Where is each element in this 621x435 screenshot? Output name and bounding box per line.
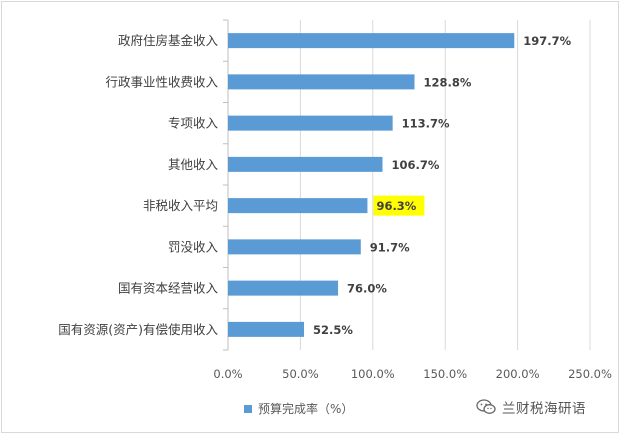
bar [228, 198, 368, 214]
bar [228, 115, 393, 131]
axes [223, 19, 229, 351]
bar [228, 280, 339, 296]
category-label: 国有资源(资产)有偿使用收入 [58, 322, 218, 337]
data-label: 113.7% [402, 117, 450, 131]
bar [228, 74, 415, 90]
legend: 预算完成率（%） [244, 400, 353, 417]
category-label: 专项收入 [168, 116, 219, 131]
x-tick-label: 0.0% [213, 367, 242, 381]
data-label: 96.3% [376, 199, 416, 213]
gridlines [299, 20, 591, 350]
category-label: 政府住房基金收入 [118, 33, 219, 48]
data-label-highlight [373, 195, 425, 216]
x-tick-label: 100.0% [351, 367, 395, 381]
wechat-icon [476, 399, 496, 414]
data-label: 128.8% [424, 75, 472, 89]
category-label: 行政事业性收费收入 [105, 74, 218, 89]
category-label: 罚没收入 [168, 239, 219, 254]
legend-swatch [244, 404, 252, 413]
bar [228, 321, 305, 337]
x-tick-label: 50.0% [282, 367, 319, 381]
x-tick-label: 250.0% [568, 367, 612, 381]
data-label: 76.0% [347, 282, 387, 296]
data-label: 91.7% [370, 240, 410, 254]
data-label: 197.7% [523, 34, 571, 48]
x-tick-label: 150.0% [423, 367, 467, 381]
category-label: 非税收入平均 [143, 198, 218, 213]
x-tick-label: 200.0% [496, 367, 540, 381]
bar [228, 156, 383, 172]
data-label: 106.7% [392, 158, 440, 172]
category-label: 其他收入 [168, 157, 219, 172]
legend-label: 预算完成率（%） [258, 402, 354, 416]
watermark-text: 兰财税海研语 [502, 401, 586, 417]
watermark: 兰财税海研语 [476, 397, 586, 417]
bar [228, 33, 515, 49]
labels: 0.0% 50.0% 100.0% 150.0% 200.0% 250.0% 政府住房基金收… [58, 33, 612, 381]
category-label: 国有资本经营收入 [118, 281, 219, 296]
data-label: 52.5% [313, 323, 353, 337]
bars [228, 33, 515, 337]
bar [228, 239, 361, 255]
